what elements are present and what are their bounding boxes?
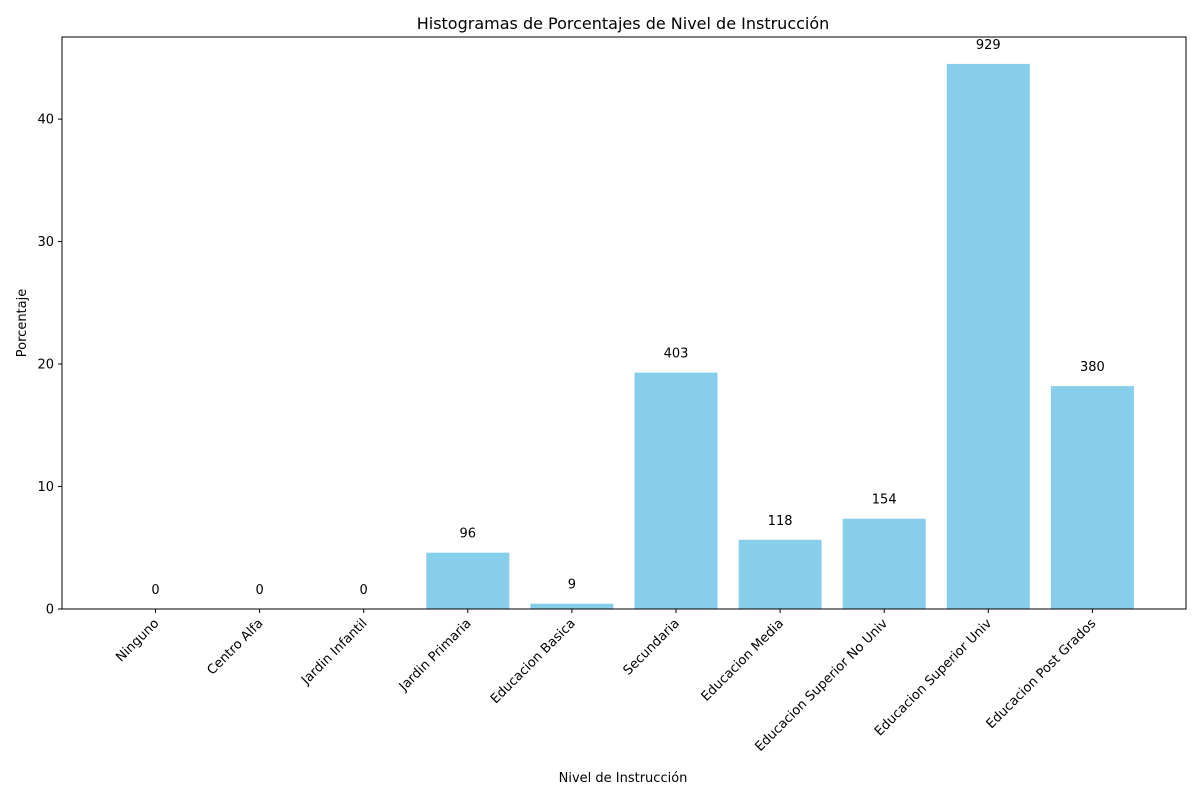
x-tick-label: Educacion Basica [488, 616, 579, 707]
bar-data-label: 0 [360, 583, 368, 598]
y-tick-label: 40 [37, 113, 54, 128]
bar [530, 603, 614, 609]
bar-data-label: 929 [976, 38, 1001, 53]
chart-title: Histogramas de Porcentajes de Nivel de I… [417, 14, 830, 33]
y-tick-label: 30 [37, 235, 54, 250]
x-tick-label: Jardin Infantil [298, 616, 370, 688]
x-tick-label: Secundaria [621, 616, 683, 678]
x-axis: Ninguno Centro Alfa Jardin Infantil Jardin … [113, 609, 1099, 755]
bar-data-label: 403 [664, 347, 689, 362]
bar [946, 63, 1030, 609]
x-tick-label: Educacion Superior Univ [872, 616, 995, 739]
plot-frame [61, 36, 1187, 610]
y-tick-label: 20 [37, 358, 54, 373]
bars-layer [426, 63, 1134, 609]
bar [634, 372, 718, 609]
y-axis-label: Porcentaje [15, 289, 30, 357]
bar-data-label: 0 [151, 583, 159, 598]
bar-data-label: 154 [872, 493, 897, 508]
bar-data-label: 380 [1080, 360, 1105, 375]
bar-data-label: 118 [768, 514, 793, 529]
bar [738, 539, 822, 609]
x-tick-label: Ninguno [113, 616, 162, 665]
data-labels-layer: 0 0 0 96 9 403 118 154 929 380 [151, 38, 1104, 598]
bar [426, 552, 510, 609]
bar [842, 518, 926, 609]
x-tick-label: Educacion Media [699, 616, 787, 704]
x-axis-label: Nivel de Instrucción [559, 771, 688, 786]
y-tick-label: 0 [46, 603, 54, 618]
y-tick-label: 10 [37, 480, 54, 495]
bar-data-label: 0 [255, 583, 263, 598]
x-tick-label: Jardin Primaria [396, 616, 475, 695]
bar-data-label: 9 [568, 578, 576, 593]
y-axis: 0 10 20 30 40 [37, 113, 62, 618]
bar [1050, 386, 1134, 609]
x-tick-label: Centro Alfa [204, 616, 266, 678]
x-tick-label: Educacion Post Grados [984, 616, 1100, 732]
bar-data-label: 96 [460, 527, 477, 542]
